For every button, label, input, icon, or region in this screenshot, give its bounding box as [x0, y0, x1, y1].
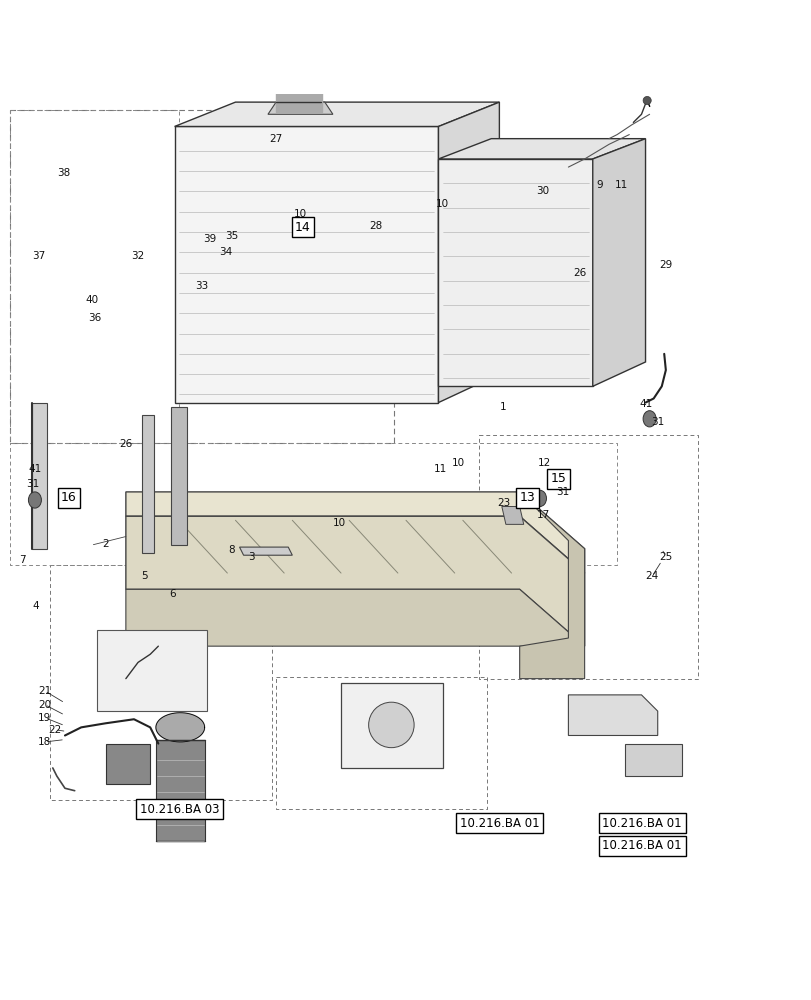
Text: 11: 11	[434, 464, 447, 474]
Circle shape	[642, 96, 650, 105]
Polygon shape	[239, 547, 292, 555]
Text: 10.216.BA 01: 10.216.BA 01	[602, 839, 681, 852]
Polygon shape	[174, 126, 438, 403]
Polygon shape	[568, 695, 657, 735]
Text: 10.216.BA 03: 10.216.BA 03	[139, 803, 219, 816]
Text: 32: 32	[131, 251, 144, 261]
Text: 38: 38	[57, 168, 70, 178]
Text: 3: 3	[248, 552, 255, 562]
Polygon shape	[592, 139, 645, 386]
Polygon shape	[126, 492, 584, 573]
Text: 10.216.BA 01: 10.216.BA 01	[602, 817, 681, 830]
Text: 15: 15	[550, 472, 566, 485]
Text: 28: 28	[369, 221, 382, 231]
Text: 25: 25	[659, 552, 672, 562]
Polygon shape	[174, 102, 499, 126]
Text: 8: 8	[228, 545, 234, 555]
Text: 21: 21	[38, 686, 51, 696]
Ellipse shape	[28, 492, 41, 508]
Text: 31: 31	[650, 417, 663, 427]
Text: 5: 5	[141, 571, 148, 581]
Circle shape	[368, 702, 414, 748]
Polygon shape	[341, 683, 442, 768]
Text: 39: 39	[203, 234, 216, 244]
Text: 27: 27	[269, 134, 282, 144]
Text: 14: 14	[294, 221, 311, 234]
Polygon shape	[501, 506, 523, 524]
Text: 17: 17	[536, 510, 549, 520]
Text: 20: 20	[38, 700, 51, 710]
Text: 2: 2	[102, 539, 109, 549]
Text: 10: 10	[452, 458, 465, 468]
Text: 10: 10	[436, 199, 448, 209]
Polygon shape	[97, 630, 207, 711]
Text: 31: 31	[26, 479, 39, 489]
Text: 41: 41	[28, 464, 41, 474]
Text: 1: 1	[500, 402, 506, 412]
Polygon shape	[32, 403, 47, 549]
Text: 22: 22	[49, 725, 62, 735]
Text: 19: 19	[38, 713, 51, 723]
Text: 18: 18	[38, 737, 51, 747]
Text: 29: 29	[659, 260, 672, 270]
Polygon shape	[268, 102, 333, 114]
Polygon shape	[156, 740, 204, 841]
Polygon shape	[126, 589, 584, 646]
Text: 41: 41	[639, 399, 652, 409]
Polygon shape	[105, 744, 150, 784]
Text: 30: 30	[535, 186, 548, 196]
Text: 10.216.BA 01: 10.216.BA 01	[459, 817, 539, 830]
Ellipse shape	[642, 411, 655, 427]
Text: 12: 12	[537, 458, 550, 468]
Text: 10: 10	[294, 209, 307, 219]
Text: 13: 13	[519, 491, 535, 504]
Text: 10: 10	[333, 518, 345, 528]
Text: 6: 6	[169, 589, 175, 599]
Text: 35: 35	[225, 231, 238, 241]
Polygon shape	[519, 492, 584, 679]
Polygon shape	[156, 713, 204, 742]
Text: 26: 26	[573, 268, 586, 278]
Text: 7: 7	[19, 555, 26, 565]
Text: 40: 40	[85, 295, 98, 305]
Text: 31: 31	[556, 487, 569, 497]
Text: 9: 9	[595, 180, 602, 190]
Text: 26: 26	[119, 439, 132, 449]
Text: 37: 37	[32, 251, 45, 261]
Text: 11: 11	[614, 180, 627, 190]
Polygon shape	[170, 407, 187, 545]
Polygon shape	[438, 139, 645, 159]
Text: 24: 24	[645, 571, 658, 581]
Text: 34: 34	[219, 247, 232, 257]
Text: 4: 4	[32, 601, 39, 611]
Text: 23: 23	[496, 498, 509, 508]
Polygon shape	[438, 102, 499, 403]
Text: 16: 16	[61, 491, 77, 504]
Text: 36: 36	[88, 313, 101, 323]
Polygon shape	[438, 159, 592, 386]
Polygon shape	[624, 744, 681, 776]
Ellipse shape	[533, 490, 546, 506]
Text: 33: 33	[195, 281, 208, 291]
Polygon shape	[126, 516, 584, 646]
Polygon shape	[142, 415, 154, 553]
